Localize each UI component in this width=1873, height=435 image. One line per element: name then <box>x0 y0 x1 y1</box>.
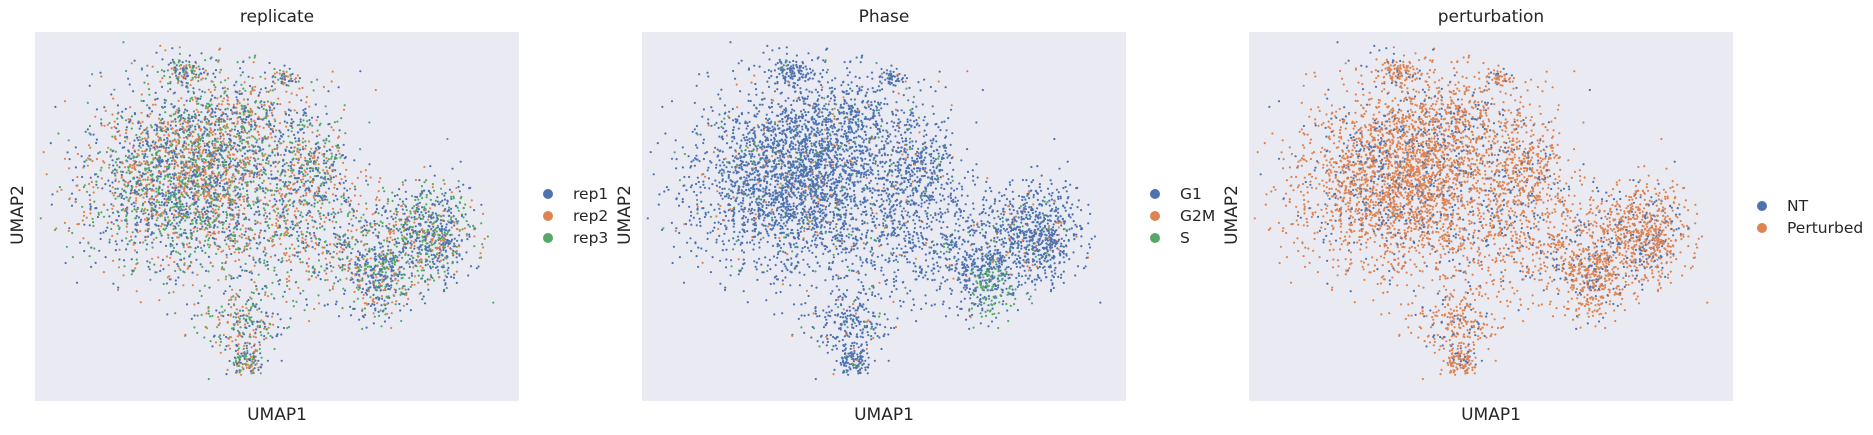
legend-marker <box>1150 233 1160 243</box>
umap-panel-phase: Phase UMAP2 UMAP1 G1 G2M S <box>607 0 1227 435</box>
x-axis-label: UMAP1 <box>1461 405 1521 425</box>
plot-area <box>642 32 1126 401</box>
scatter-points <box>1253 41 1709 381</box>
chart-title: replicate <box>239 7 315 27</box>
scatter-canvas <box>39 41 495 381</box>
umap-panel-replicate: replicate UMAP2 UMAP1 rep1 rep2 rep3 <box>0 0 620 435</box>
legend-marker <box>1757 223 1767 233</box>
legend-marker <box>543 233 553 243</box>
y-axis-label: UMAP2 <box>615 185 635 245</box>
scatter-canvas <box>646 41 1102 381</box>
umap-panel-perturbation: perturbation UMAP2 UMAP1 NT Perturbed <box>1214 0 1863 435</box>
legend-marker <box>1757 201 1767 211</box>
y-axis-label: UMAP2 <box>8 185 28 245</box>
legend: NT Perturbed <box>1757 195 1863 239</box>
legend-label: G2M <box>1180 207 1216 225</box>
legend-label: rep1 <box>573 185 609 203</box>
legend-marker <box>543 211 553 221</box>
legend-label: S <box>1180 229 1190 247</box>
plot-area <box>1249 32 1733 401</box>
legend-item-g2m: G2M <box>1150 205 1215 227</box>
legend-item-perturbed: Perturbed <box>1757 217 1863 239</box>
legend-label: Perturbed <box>1787 219 1864 237</box>
legend-label: rep3 <box>573 229 609 247</box>
legend-marker <box>1150 211 1160 221</box>
legend-label: G1 <box>1180 185 1202 203</box>
scatter-points <box>39 41 495 381</box>
legend: rep1 rep2 rep3 <box>543 183 608 249</box>
chart-title: perturbation <box>1437 7 1545 27</box>
scatter-canvas <box>1253 41 1709 381</box>
chart-title: Phase <box>858 7 910 27</box>
legend-item-rep1: rep1 <box>543 183 608 205</box>
legend-item-rep3: rep3 <box>543 227 608 249</box>
x-axis-label: UMAP1 <box>854 405 914 425</box>
legend: G1 G2M S <box>1150 183 1215 249</box>
legend-item-g1: G1 <box>1150 183 1215 205</box>
scatter-points <box>646 41 1102 381</box>
legend-marker <box>1150 189 1160 199</box>
legend-item-rep2: rep2 <box>543 205 608 227</box>
legend-label: NT <box>1787 197 1809 215</box>
legend-item-s: S <box>1150 227 1215 249</box>
legend-label: rep2 <box>573 207 609 225</box>
x-axis-label: UMAP1 <box>247 405 307 425</box>
legend-marker <box>543 189 553 199</box>
y-axis-label: UMAP2 <box>1222 185 1242 245</box>
plot-area <box>35 32 519 401</box>
legend-item-nt: NT <box>1757 195 1863 217</box>
